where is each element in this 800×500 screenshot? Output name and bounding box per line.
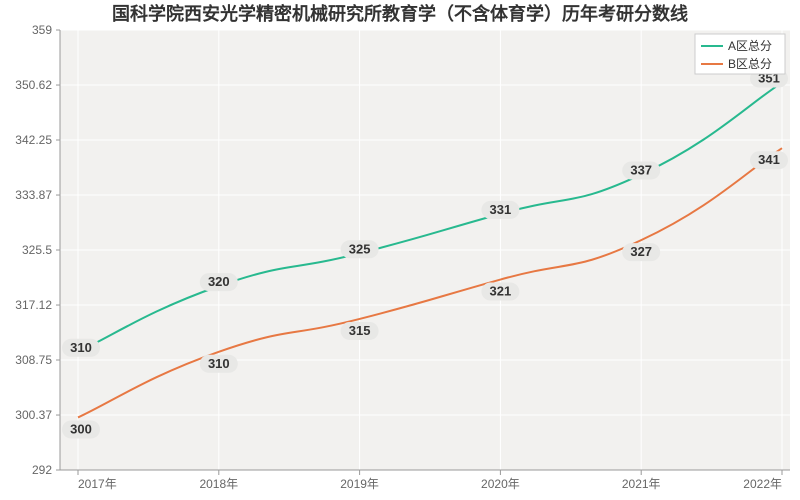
legend-label: A区总分 [728, 39, 772, 53]
x-axis-label: 2021年 [622, 477, 661, 491]
svg-text:300.37: 300.37 [15, 408, 52, 422]
point-label: 337 [630, 162, 652, 177]
chart-title: 国科学院西安光学精密机械研究所教育学（不含体育学）历年考研分数线 [112, 3, 688, 24]
svg-text:350.62: 350.62 [15, 78, 52, 92]
point-label: 310 [70, 340, 92, 355]
point-label: 331 [490, 202, 512, 217]
point-label: 325 [349, 241, 371, 256]
svg-text:333.87: 333.87 [15, 188, 52, 202]
svg-text:317.12: 317.12 [15, 298, 52, 312]
svg-text:359: 359 [32, 23, 52, 37]
svg-text:325.5: 325.5 [22, 243, 52, 257]
x-axis-label: 2020年 [481, 477, 520, 491]
point-label: 341 [758, 152, 780, 167]
point-label: 320 [208, 274, 230, 289]
point-label: 300 [70, 421, 92, 436]
score-line-chart: 292 300.37 308.75 317.12 325.5 333.87 342.25 35… [0, 0, 800, 500]
x-axis-label: 2019年 [340, 477, 379, 491]
x-axis-label: 2018年 [199, 477, 238, 491]
svg-text:342.25: 342.25 [15, 133, 52, 147]
svg-text:292: 292 [32, 463, 52, 477]
point-label: 310 [208, 356, 230, 371]
point-label: 327 [630, 244, 652, 259]
legend-label: B区总分 [728, 57, 772, 71]
point-label: 321 [490, 284, 512, 299]
x-axis-label: 2022年 [743, 477, 782, 491]
x-axis-label: 2017年 [78, 477, 117, 491]
point-label: 315 [349, 323, 371, 338]
svg-text:308.75: 308.75 [15, 353, 52, 367]
